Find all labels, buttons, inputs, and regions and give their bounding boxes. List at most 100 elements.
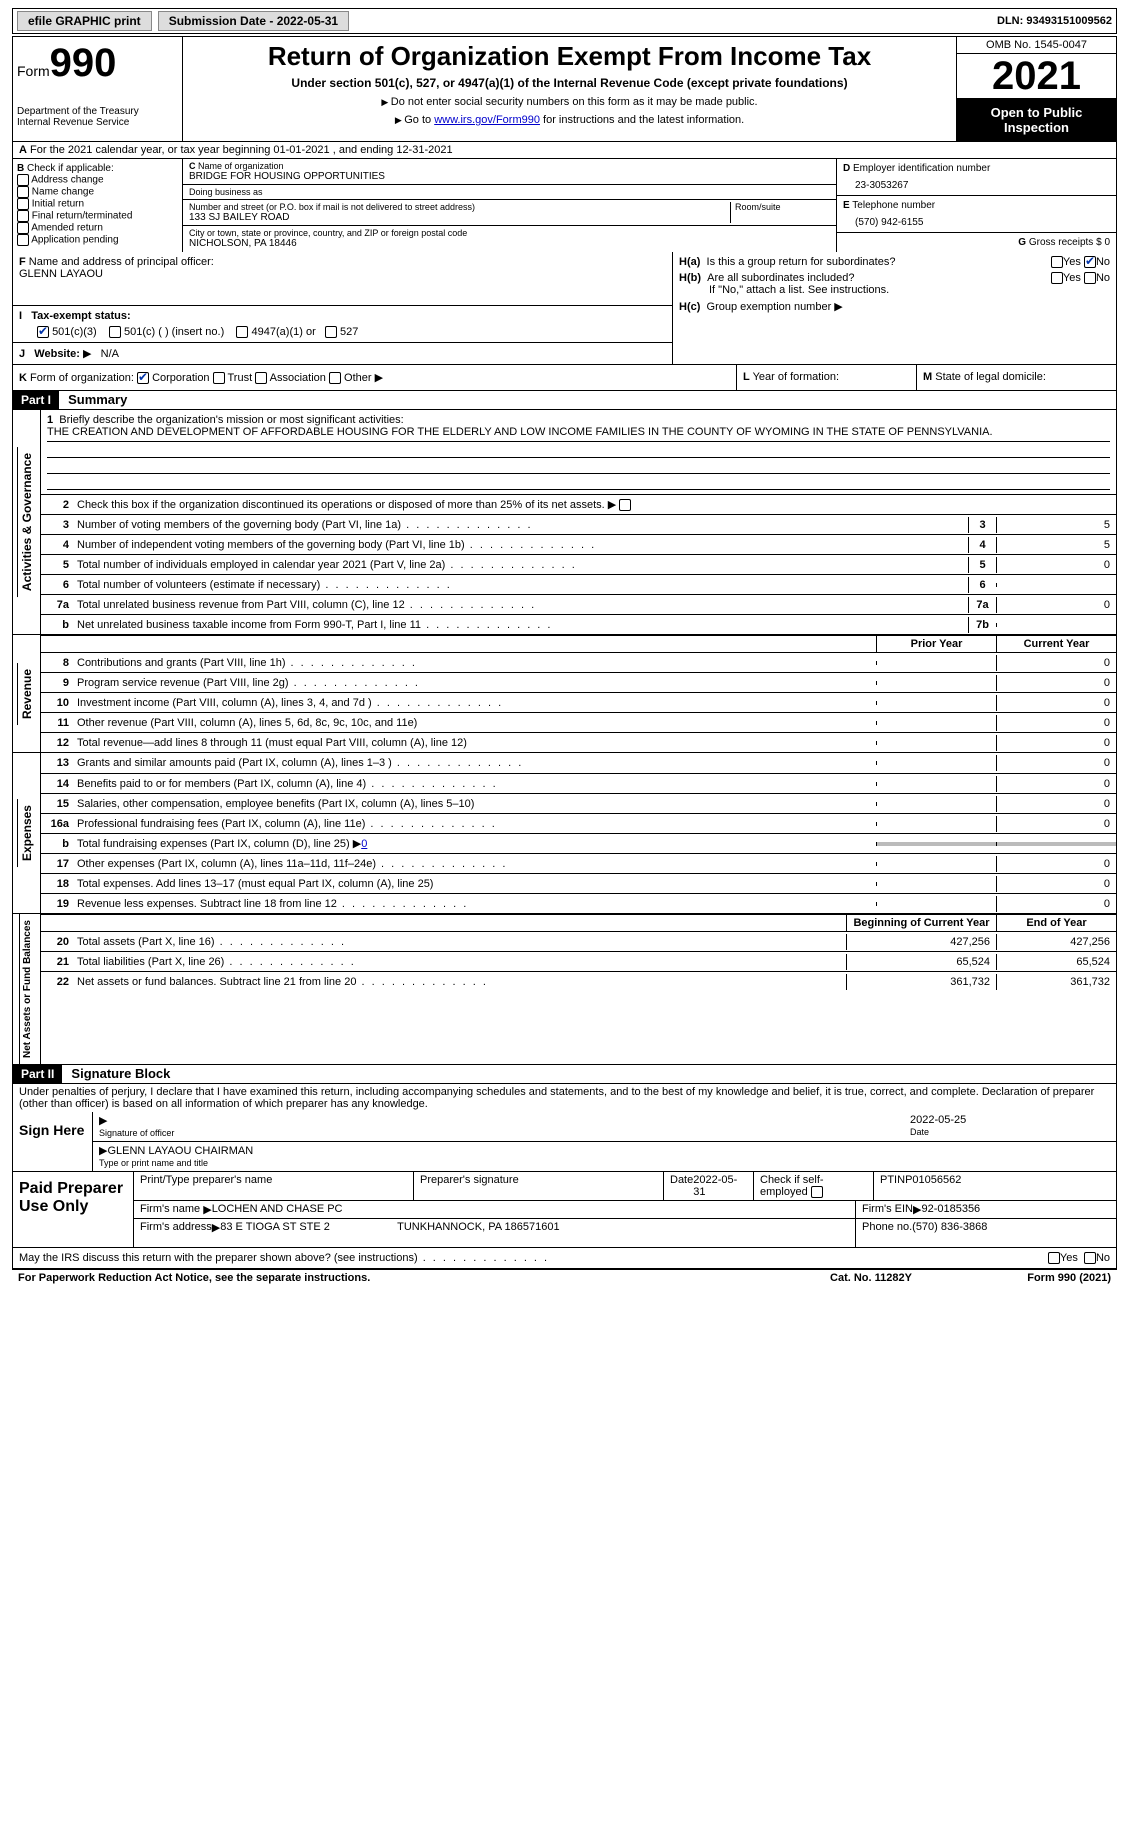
hb-label: Are all subordinates included? <box>707 272 854 284</box>
efile-print-button[interactable]: efile GRAPHIC print <box>17 11 152 31</box>
v21b: 65,524 <box>846 954 996 970</box>
city-label: City or town, state or province, country… <box>189 228 830 238</box>
sign-here-label: Sign Here <box>13 1112 93 1171</box>
line18: Total expenses. Add lines 13–17 (must eq… <box>73 876 876 892</box>
chk-address-change[interactable]: Address change <box>17 174 178 186</box>
line8: Contributions and grants (Part VIII, lin… <box>73 655 876 671</box>
phone-label: Telephone number <box>852 200 935 211</box>
line1-label: Briefly describe the organization's miss… <box>59 414 403 426</box>
address-label: Number and street (or P.O. box if mail i… <box>189 202 730 212</box>
discuss-yes[interactable] <box>1048 1252 1060 1264</box>
officer-name: GLENN LAYAOU <box>19 268 666 280</box>
line21: Total liabilities (Part X, line 26) <box>73 954 846 970</box>
chk-501c3[interactable] <box>37 326 49 338</box>
address-value: 133 SJ BAILEY ROAD <box>189 212 730 223</box>
note-goto-post: for instructions and the latest informat… <box>540 114 744 126</box>
line20: Total assets (Part X, line 16) <box>73 934 846 950</box>
paid-preparer-label: Paid Preparer Use Only <box>13 1172 133 1247</box>
line22: Net assets or fund balances. Subtract li… <box>73 974 846 990</box>
prior-year-hdr: Prior Year <box>876 636 996 652</box>
v5: 0 <box>996 557 1116 573</box>
form-title: Return of Organization Exempt From Incom… <box>191 41 948 72</box>
chk-501c[interactable] <box>109 326 121 338</box>
chk-amended-return[interactable]: Amended return <box>17 222 178 234</box>
chk-corp[interactable] <box>137 372 149 384</box>
ein-label: Employer identification number <box>853 163 990 174</box>
hb-no[interactable] <box>1084 272 1096 284</box>
sig-officer-label: Signature of officer <box>99 1128 174 1138</box>
chk-527[interactable] <box>325 326 337 338</box>
part2-header: Part II Signature Block <box>12 1065 1117 1084</box>
pt-sig-label: Preparer's signature <box>420 1174 519 1198</box>
expenses-block: Expenses 13Grants and similar amounts pa… <box>12 753 1117 914</box>
firm-city-value: TUNKHANNOCK, PA 186571601 <box>397 1221 559 1245</box>
discuss-no[interactable] <box>1084 1252 1096 1264</box>
chk-4947[interactable] <box>236 326 248 338</box>
line3: Number of voting members of the governin… <box>73 517 968 533</box>
chk-final-return[interactable]: Final return/terminated <box>17 210 178 222</box>
sign-here-block: Sign Here ▶Signature of officer 2022-05-… <box>12 1112 1117 1172</box>
discuss-row: May the IRS discuss this return with the… <box>12 1248 1117 1269</box>
v6 <box>996 583 1116 587</box>
chk-other[interactable] <box>329 372 341 384</box>
ha-yes[interactable] <box>1051 256 1063 268</box>
pt-self-employed: Check if self-employed <box>760 1174 867 1198</box>
v7b <box>996 623 1116 627</box>
page-footer: For Paperwork Reduction Act Notice, see … <box>12 1269 1117 1286</box>
discuss-question: May the IRS discuss this return with the… <box>19 1252 549 1264</box>
line13: Grants and similar amounts paid (Part IX… <box>73 755 876 771</box>
dln: DLN: 93493151009562 <box>997 15 1112 27</box>
revenue-block: Revenue Prior YearCurrent Year 8Contribu… <box>12 635 1117 753</box>
sig-date-value: 2022-05-25 <box>910 1114 966 1126</box>
form-header: Form990 Department of the Treasury Inter… <box>12 36 1117 142</box>
part1-header: Part I Summary <box>12 391 1117 410</box>
line14: Benefits paid to or for members (Part IX… <box>73 776 876 792</box>
line19: Revenue less expenses. Subtract line 18 … <box>73 896 876 912</box>
year-formation: Year of formation: <box>753 371 839 383</box>
ptin-label: PTIN <box>880 1174 905 1198</box>
room-label: Room/suite <box>735 202 830 212</box>
line17: Other expenses (Part IX, column (A), lin… <box>73 856 876 872</box>
note-goto-pre: Go to <box>395 114 434 126</box>
v22e: 361,732 <box>996 974 1116 990</box>
pt-name-label: Print/Type preparer's name <box>140 1174 272 1198</box>
ptin-value: P01056562 <box>905 1174 961 1198</box>
paid-preparer-block: Paid Preparer Use Only Print/Type prepar… <box>12 1172 1117 1248</box>
v20e: 427,256 <box>996 934 1116 950</box>
line7a: Total unrelated business revenue from Pa… <box>73 597 968 613</box>
form-number: 990 <box>50 41 117 85</box>
eoy-hdr: End of Year <box>996 915 1116 931</box>
chk-initial-return[interactable]: Initial return <box>17 198 178 210</box>
firm-phone-value: (570) 836-3868 <box>912 1221 987 1245</box>
line2: Check this box if the organization disco… <box>73 496 1116 513</box>
chk-application-pending[interactable]: Application pending <box>17 234 178 246</box>
chk-name-change[interactable]: Name change <box>17 186 178 198</box>
firm-addr-value: 83 E TIOGA ST STE 2 <box>220 1221 330 1245</box>
ha-no[interactable] <box>1084 256 1096 268</box>
tax-exempt-label: Tax-exempt status: <box>31 310 130 322</box>
line10: Investment income (Part VIII, column (A)… <box>73 695 876 711</box>
chk-line2[interactable] <box>619 499 631 511</box>
ein-value: 23-3053267 <box>843 174 1110 191</box>
hb-yes[interactable] <box>1051 272 1063 284</box>
tax-year: 2021 <box>957 54 1116 99</box>
line9: Program service revenue (Part VIII, line… <box>73 675 876 691</box>
vtab-net-assets: Net Assets or Fund Balances <box>19 914 35 1064</box>
phone-value: (570) 942-6155 <box>843 211 1110 228</box>
row-k-l-m: K Form of organization: Corporation Trus… <box>12 365 1117 391</box>
part2-title: Signature Block <box>65 1066 170 1081</box>
vtab-expenses: Expenses <box>17 799 36 867</box>
irs-link[interactable]: www.irs.gov/Form990 <box>434 114 540 126</box>
form-org-label: Form of organization: <box>30 372 134 384</box>
chk-assoc[interactable] <box>255 372 267 384</box>
line5: Total number of individuals employed in … <box>73 557 968 573</box>
v22b: 361,732 <box>846 974 996 990</box>
chk-trust[interactable] <box>213 372 225 384</box>
org-name-label: Name of organization <box>198 161 284 171</box>
gross-receipts-value: 0 <box>1104 237 1110 248</box>
website-value: N/A <box>101 348 119 360</box>
open-to-public: Open to Public Inspection <box>957 99 1116 141</box>
net-assets-block: Net Assets or Fund Balances Beginning of… <box>12 914 1117 1065</box>
omb-number: OMB No. 1545-0047 <box>957 37 1116 54</box>
v3: 5 <box>996 517 1116 533</box>
